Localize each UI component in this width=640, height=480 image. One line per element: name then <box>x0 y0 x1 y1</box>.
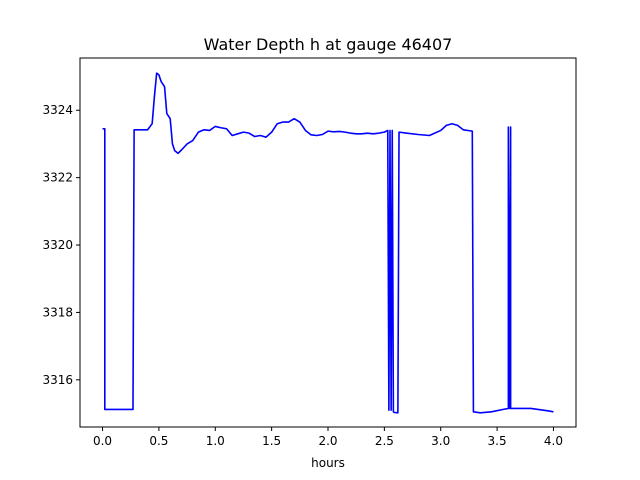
y-tick-label: 3322 <box>42 171 73 185</box>
x-tick-label: 4.0 <box>544 434 563 448</box>
x-tick-label: 2.0 <box>318 434 337 448</box>
y-tick-label: 3324 <box>42 103 73 117</box>
chart-title: Water Depth h at gauge 46407 <box>204 35 453 54</box>
x-tick-label: 1.5 <box>262 434 281 448</box>
y-tick-label: 3318 <box>42 305 73 319</box>
y-tick-label: 3320 <box>42 238 73 252</box>
x-axis: 0.0 0.5 1.0 1.5 2.0 2.5 3.0 3.5 4.0 <box>93 427 563 448</box>
x-tick-label: 2.5 <box>375 434 394 448</box>
x-tick-label: 3.5 <box>488 434 507 448</box>
x-tick-label: 3.0 <box>431 434 450 448</box>
plot-frame <box>79 57 577 428</box>
plot-area <box>102 72 554 414</box>
y-tick-label: 3316 <box>42 373 73 387</box>
y-axis: 3316 3318 3320 3322 3324 <box>42 103 80 387</box>
x-tick-label: 0.0 <box>93 434 112 448</box>
x-tick-label: 0.5 <box>149 434 168 448</box>
x-tick-label: 1.0 <box>206 434 225 448</box>
series-line-0 <box>102 72 554 414</box>
x-axis-label: hours <box>311 456 345 470</box>
